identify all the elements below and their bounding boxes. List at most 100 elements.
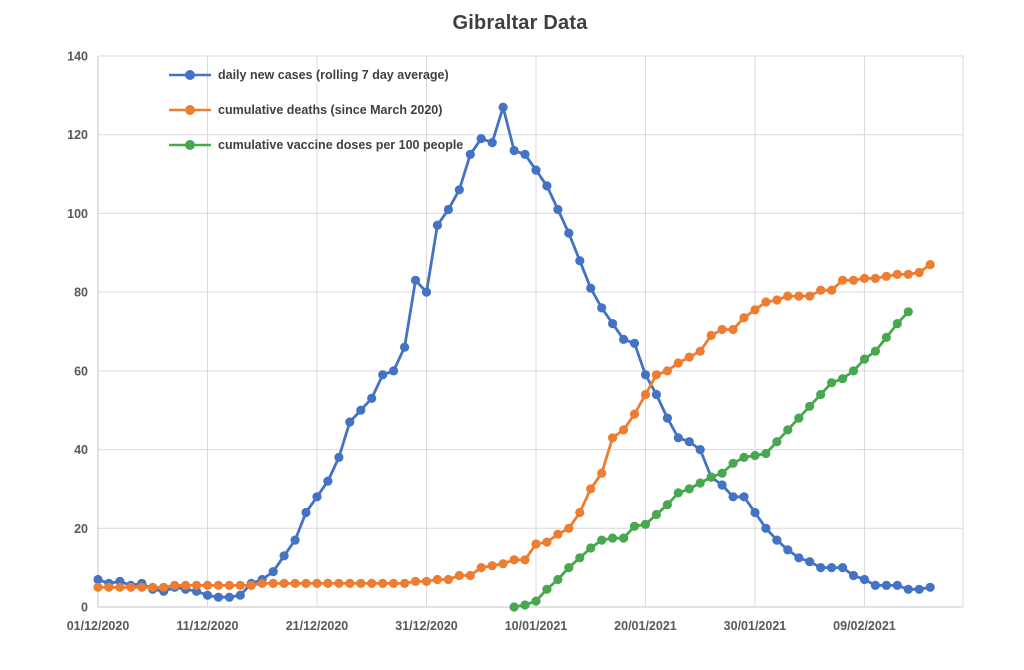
data-point-marker — [717, 468, 727, 478]
data-point-marker — [651, 370, 662, 380]
data-point-marker — [476, 134, 486, 144]
data-point-marker — [848, 366, 859, 376]
data-point-marker — [421, 576, 432, 587]
data-point-marker — [553, 574, 563, 585]
data-point-marker — [279, 551, 289, 561]
legend-label: cumulative vaccine doses per 100 people — [218, 138, 464, 152]
legend-item-daily-new-cases: daily new cases (rolling 7 day average) — [168, 64, 463, 86]
data-point-marker — [509, 145, 519, 156]
data-point-marker — [925, 582, 935, 592]
data-point-marker — [827, 285, 837, 295]
data-point-marker — [881, 332, 892, 342]
data-point-marker — [903, 269, 913, 279]
data-point-marker — [542, 584, 552, 594]
data-point-marker — [202, 580, 213, 591]
data-point-marker — [542, 537, 552, 547]
data-point-marker — [93, 582, 103, 592]
data-point-marker — [597, 303, 607, 313]
data-point-marker — [520, 555, 530, 565]
data-point-marker — [739, 313, 749, 323]
x-axis-tick-label: 20/01/2021 — [614, 619, 677, 633]
data-point-marker — [575, 256, 585, 266]
data-point-marker — [662, 500, 673, 510]
data-point-marker — [389, 578, 399, 589]
legend-line-marker-icon — [169, 105, 211, 115]
data-point-marker — [410, 576, 421, 587]
data-point-marker — [859, 574, 870, 585]
data-point-marker — [323, 476, 333, 486]
data-point-marker — [323, 578, 333, 589]
y-axis-tick-label: 120 — [67, 128, 88, 142]
x-axis-tick-label: 09/02/2021 — [833, 619, 896, 633]
data-point-marker — [564, 523, 574, 533]
data-point-marker — [170, 580, 180, 591]
y-axis-tick-label: 140 — [67, 50, 88, 64]
data-point-marker — [739, 492, 749, 502]
data-point-marker — [870, 580, 881, 591]
data-point-marker — [684, 484, 694, 494]
data-point-marker — [509, 555, 519, 565]
data-point-marker — [378, 370, 388, 380]
data-point-marker — [739, 452, 749, 462]
data-point-marker — [859, 354, 870, 364]
x-axis-tick-label: 21/12/2020 — [286, 619, 349, 633]
data-point-marker — [848, 275, 859, 285]
data-point-marker — [673, 488, 683, 498]
data-point-marker — [191, 580, 202, 591]
data-point-marker — [608, 433, 618, 443]
data-point-marker — [586, 484, 596, 494]
data-point-marker — [531, 165, 541, 175]
data-point-marker — [619, 425, 629, 435]
data-point-marker — [137, 582, 147, 592]
data-point-marker — [903, 584, 913, 594]
data-point-marker — [859, 273, 870, 283]
data-point-marker — [805, 291, 815, 301]
data-point-marker — [914, 584, 924, 594]
data-point-marker — [520, 600, 530, 610]
data-point-marker — [783, 545, 793, 555]
data-point-marker — [553, 529, 563, 539]
data-point-marker — [651, 389, 662, 400]
data-point-marker — [783, 425, 793, 435]
data-point-marker — [640, 370, 651, 380]
data-point-marker — [816, 389, 826, 400]
series-line — [97, 105, 931, 599]
data-point-marker — [345, 417, 355, 427]
data-point-marker — [728, 324, 738, 335]
data-point-marker — [356, 405, 366, 415]
data-point-marker — [159, 582, 169, 592]
data-point-marker — [378, 578, 388, 589]
legend-label: daily new cases (rolling 7 day average) — [218, 68, 449, 82]
data-point-marker — [619, 533, 629, 543]
data-point-marker — [783, 291, 793, 301]
data-point-marker — [816, 285, 826, 295]
data-point-marker — [301, 507, 311, 518]
series-line — [513, 310, 910, 609]
data-point-marker — [794, 413, 804, 423]
data-point-marker — [367, 578, 377, 589]
data-point-marker — [750, 305, 760, 315]
data-point-marker — [608, 319, 618, 329]
data-point-marker — [542, 181, 552, 191]
data-point-marker — [443, 574, 453, 585]
data-point-marker — [432, 220, 442, 230]
series-cumulative-vaccine-doses — [509, 307, 913, 612]
y-axis-tick-label: 20 — [74, 522, 88, 536]
data-point-marker — [695, 346, 705, 356]
data-point-marker — [761, 523, 771, 533]
legend-line-marker-icon — [169, 140, 211, 150]
x-axis-tick-label: 30/01/2021 — [724, 619, 787, 633]
data-point-marker — [772, 437, 782, 447]
data-point-marker — [367, 393, 377, 403]
data-point-marker — [290, 578, 300, 589]
legend-item-cumulative-vaccine-doses: cumulative vaccine doses per 100 people — [168, 134, 463, 156]
data-point-marker — [454, 185, 464, 195]
y-axis-tick-label: 0 — [81, 601, 88, 615]
data-point-marker — [312, 492, 322, 502]
data-point-marker — [640, 389, 651, 400]
data-point-marker — [115, 582, 125, 592]
y-axis-tick-label: 40 — [74, 443, 88, 457]
data-point-marker — [597, 468, 607, 478]
